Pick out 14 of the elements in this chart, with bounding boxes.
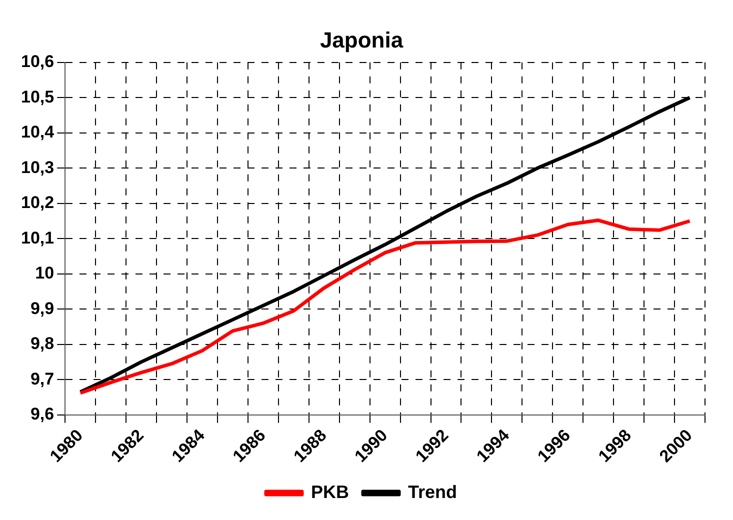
y-tick-label: 10,1 [20, 228, 54, 248]
legend-label: Trend [408, 482, 458, 502]
y-tick-label: 10,2 [20, 193, 54, 212]
y-tick-label: 10 [35, 264, 54, 283]
y-tick-label: 10,5 [20, 87, 54, 106]
legend-label: PKB [310, 482, 350, 502]
y-tick-label: 9,9 [30, 298, 54, 318]
chart-title: Japonia [320, 27, 404, 52]
y-tick-label: 10,4 [20, 122, 55, 142]
y-tick-label: 9,7 [30, 369, 54, 388]
y-tick-label: 10,6 [20, 52, 54, 72]
y-tick-label: 9,8 [30, 334, 54, 354]
y-tick-label: 9,6 [30, 404, 54, 424]
y-tick-label: 10,3 [20, 158, 54, 177]
